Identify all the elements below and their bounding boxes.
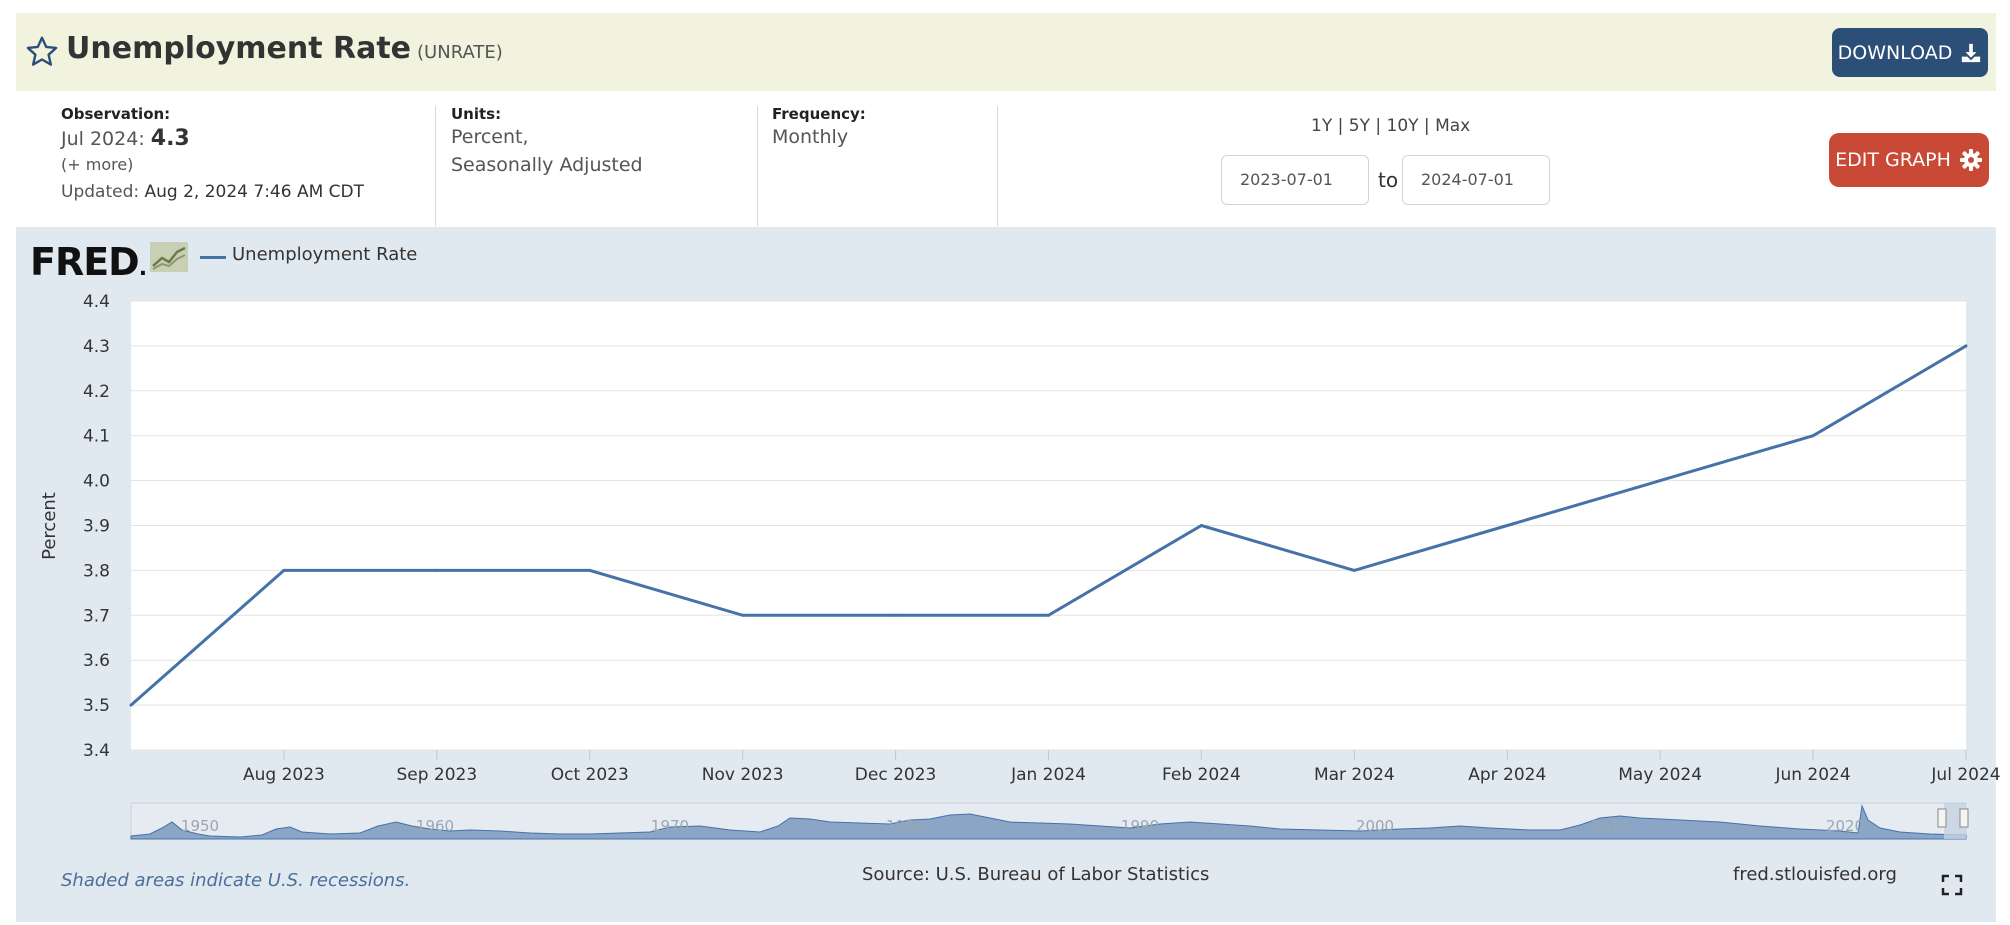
start-date-input[interactable]: 2023-07-01 [1221,155,1369,205]
legend-swatch [200,256,226,259]
navigator-year-label: 1990 [1121,817,1159,835]
range-selector: 1Y | 5Y | 10Y | Max [1311,116,1471,136]
fred-logo-text: FRED [30,240,140,284]
x-tick-label: Dec 2023 [855,765,937,785]
data-point[interactable] [1964,344,1968,348]
end-date-input[interactable]: 2024-07-01 [1402,155,1550,205]
x-tick-label: Jun 2024 [1774,765,1850,785]
star-icon[interactable] [24,34,60,70]
series-id: (UNRATE) [417,42,503,63]
range-1y[interactable]: 1Y [1311,116,1333,136]
units-panel: Units: Percent, Seasonally Adjusted [451,105,643,179]
navigator-year-label: 2010 [1591,817,1629,835]
y-tick-label: 4.2 [83,382,110,402]
to-label: to [1378,168,1399,192]
frequency-label: Frequency: [772,105,866,123]
source-text: Source: U.S. Bureau of Labor Statistics [862,864,1210,885]
chart-logo-icon [150,242,188,272]
data-point[interactable] [1352,568,1356,572]
data-point[interactable] [894,613,898,617]
y-tick-label: 3.6 [83,651,110,671]
navigator-year-label: 1950 [181,817,219,835]
navigator-year-label: 1970 [651,817,689,835]
y-tick-label: 3.8 [83,561,110,581]
units-label: Units: [451,105,502,123]
data-point[interactable] [129,703,133,707]
y-tick-label: 4.0 [83,472,110,492]
data-point[interactable] [1047,613,1050,617]
divider [435,106,436,226]
y-axis: 3.4 3.5 3.6 3.7 3.8 3.9 4.0 4.1 4.2 4.3 4.4 [83,292,110,761]
site-link[interactable]: fred.stlouisfed.org [1733,864,1897,885]
recession-note: Shaded areas indicate U.S. recessions. [61,870,411,891]
updated-label: Updated: [61,182,140,202]
legend-label: Unemployment Rate [232,244,418,265]
x-axis: Aug 2023 Sep 2023 Oct 2023 Nov 2023 Dec 2023… [243,750,2001,785]
y-axis-label: Percent [39,492,60,560]
download-icon [1962,43,1981,62]
data-points [129,344,1968,707]
range-max[interactable]: Max [1435,116,1471,136]
edit-graph-label: EDIT GRAPH [1835,149,1951,171]
units-line1: Percent, [451,126,529,148]
data-point[interactable] [1658,479,1662,483]
navigator-year-label: 2000 [1356,817,1394,835]
y-tick-label: 4.3 [83,337,110,357]
navigator[interactable] [130,802,1969,840]
data-point[interactable] [1811,434,1815,438]
observation-value: 4.3 [150,126,190,151]
navigator-year-label: 1960 [416,817,454,835]
divider [997,106,998,226]
navigator-year-label: 2020 [1826,817,1864,835]
series-title: Unemployment Rate [66,31,412,66]
frequency-value: Monthly [772,126,849,148]
x-tick-label: Aug 2023 [243,765,325,785]
page-title: Unemployment Rate (UNRATE) [66,31,503,66]
frequency-panel: Frequency: Monthly [772,105,866,151]
x-tick-label: Oct 2023 [551,765,629,785]
fred-logo: FRED. [30,240,147,284]
x-tick-label: Apr 2024 [1468,765,1546,785]
observation-label: Observation: [61,105,171,123]
more-link[interactable]: (+ more) [61,155,134,174]
edit-graph-button[interactable]: EDIT GRAPH [1829,133,1989,187]
data-point[interactable] [1199,524,1203,527]
x-tick-label: Jul 2024 [1930,765,2000,785]
title-bar: Unemployment Rate (UNRATE) DOWNLOAD [16,13,1996,91]
y-tick-label: 3.7 [83,606,110,626]
units-line2: Seasonally Adjusted [451,154,643,176]
data-point[interactable] [741,613,745,617]
x-tick-label: May 2024 [1618,765,1702,785]
observation-panel: Observation: Jul 2024: 4.3 (+ more) Upda… [61,105,364,202]
data-point[interactable] [588,568,592,572]
updated-value: Aug 2, 2024 7:46 AM CDT [144,182,365,202]
gear-icon [1959,149,1982,171]
fullscreen-icon[interactable] [1941,874,1963,896]
y-tick-label: 4.1 [83,427,110,447]
x-tick-label: Nov 2023 [702,765,784,785]
y-tick-label: 3.4 [83,741,110,761]
range-5y[interactable]: 5Y [1348,116,1370,136]
range-10y[interactable]: 10Y [1386,116,1419,136]
download-button[interactable]: DOWNLOAD [1832,28,1988,77]
x-tick-label: Sep 2023 [396,765,477,785]
y-tick-label: 3.5 [83,696,110,716]
navigator-year-label: 1980 [886,817,924,835]
x-tick-label: Jan 2024 [1010,765,1086,785]
x-tick-label: Feb 2024 [1162,765,1241,785]
download-label: DOWNLOAD [1837,41,1953,64]
y-tick-label: 3.9 [83,517,110,537]
navigator-years: 1950 1960 1970 1980 1990 2000 2010 2020 [181,817,1864,835]
observation-date: Jul 2024: [61,128,145,150]
data-point[interactable] [282,568,286,572]
divider [757,106,758,226]
data-point[interactable] [435,568,439,572]
y-tick-label: 4.4 [83,292,110,312]
x-tick-label: Mar 2024 [1314,765,1395,785]
data-point[interactable] [1505,524,1509,527]
